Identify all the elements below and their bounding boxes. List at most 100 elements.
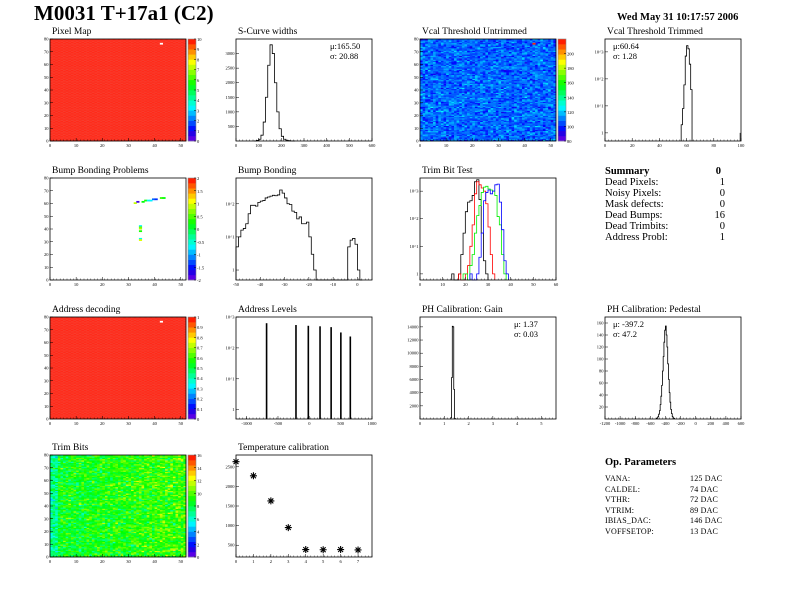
map-cell xyxy=(89,105,93,107)
map-cell xyxy=(81,69,85,72)
palette-tick-label: 1 xyxy=(197,129,199,134)
map-cell xyxy=(86,97,90,100)
map-cell xyxy=(73,134,77,137)
map-cell xyxy=(89,132,93,134)
map-cell xyxy=(78,115,82,118)
map-cell xyxy=(50,75,53,78)
map-cell xyxy=(55,135,59,138)
map-cell xyxy=(84,46,87,49)
map-cell xyxy=(89,137,93,139)
map-cell xyxy=(81,84,85,87)
map-cell xyxy=(50,81,53,83)
map-cell xyxy=(52,90,56,92)
map-cell xyxy=(91,73,95,75)
map-cell xyxy=(70,59,74,61)
map-cell xyxy=(73,98,77,101)
map-cell xyxy=(78,73,82,75)
map-cell xyxy=(78,130,82,133)
map-cell xyxy=(78,139,82,142)
map-cell xyxy=(55,118,59,120)
map-cell xyxy=(52,86,56,88)
map-cell xyxy=(68,61,72,64)
map-cell xyxy=(70,51,74,54)
map-cell xyxy=(76,82,80,84)
map-cell xyxy=(65,42,69,45)
map-cell xyxy=(89,67,93,69)
map-cell xyxy=(81,78,85,81)
map-cell xyxy=(84,130,87,133)
map-cell xyxy=(60,129,64,132)
map-cell xyxy=(89,120,93,123)
map-cell xyxy=(73,78,77,81)
map-cell xyxy=(89,116,93,119)
map-cell xyxy=(81,123,85,125)
map-cell xyxy=(52,46,56,49)
map-cell xyxy=(91,81,95,83)
map-cell xyxy=(50,109,53,111)
map-cell xyxy=(57,72,61,74)
map-cell xyxy=(65,54,69,56)
map-cell xyxy=(50,84,53,87)
map-cell xyxy=(81,102,85,105)
y-tick-label: 20 xyxy=(44,113,49,118)
map-cell xyxy=(57,81,61,83)
map-cell xyxy=(65,72,69,74)
map-cell xyxy=(50,111,53,114)
map-cell xyxy=(57,42,61,45)
map-cell xyxy=(52,114,56,116)
map-cell xyxy=(63,78,66,81)
palette-swatch xyxy=(188,95,196,101)
map-cell xyxy=(84,55,87,58)
map-cell xyxy=(86,77,90,79)
map-cell xyxy=(78,93,82,96)
map-cell xyxy=(81,41,85,44)
map-cell xyxy=(57,54,61,56)
map-cell xyxy=(73,126,77,129)
map-cell xyxy=(76,77,80,79)
map-cell xyxy=(86,49,90,51)
map-cell xyxy=(76,137,80,139)
map-cell xyxy=(52,92,56,95)
map-cell xyxy=(91,104,95,106)
map-cell xyxy=(65,49,69,51)
map-cell xyxy=(76,128,80,130)
map-cell xyxy=(73,55,77,58)
map-cell xyxy=(81,82,85,84)
map-cell xyxy=(89,125,93,128)
map-cell xyxy=(68,92,72,95)
map-cell xyxy=(65,96,69,98)
map-cell xyxy=(50,53,53,55)
map-cell xyxy=(84,106,87,109)
map-cell xyxy=(86,68,90,70)
map-cell xyxy=(78,119,82,121)
map-cell xyxy=(68,135,72,138)
map-cell xyxy=(78,98,82,101)
map-cell xyxy=(65,92,69,95)
map-cell xyxy=(52,115,56,118)
map-cell xyxy=(55,46,59,49)
map-cell xyxy=(81,88,85,91)
map-cell xyxy=(70,125,74,128)
map-cell xyxy=(81,96,85,98)
map-cell xyxy=(89,133,93,135)
map-cell xyxy=(78,102,82,105)
map-cell xyxy=(65,125,69,128)
map-cell xyxy=(84,81,87,83)
map-cell xyxy=(76,116,80,119)
map-cell xyxy=(73,100,77,102)
map-cell xyxy=(91,124,95,126)
map-cell xyxy=(89,69,93,72)
map-cell xyxy=(50,63,53,65)
map-cell xyxy=(50,102,53,105)
map-cell xyxy=(55,95,59,97)
map-cell xyxy=(91,121,95,124)
map-cell xyxy=(68,93,72,96)
map-cell xyxy=(84,118,87,120)
map-cell xyxy=(57,68,61,70)
map-cell xyxy=(60,74,64,77)
map-cell xyxy=(84,129,87,132)
map-cell xyxy=(76,83,80,86)
map-cell xyxy=(81,45,85,47)
map-cell xyxy=(55,128,59,130)
map-cell xyxy=(73,129,77,132)
